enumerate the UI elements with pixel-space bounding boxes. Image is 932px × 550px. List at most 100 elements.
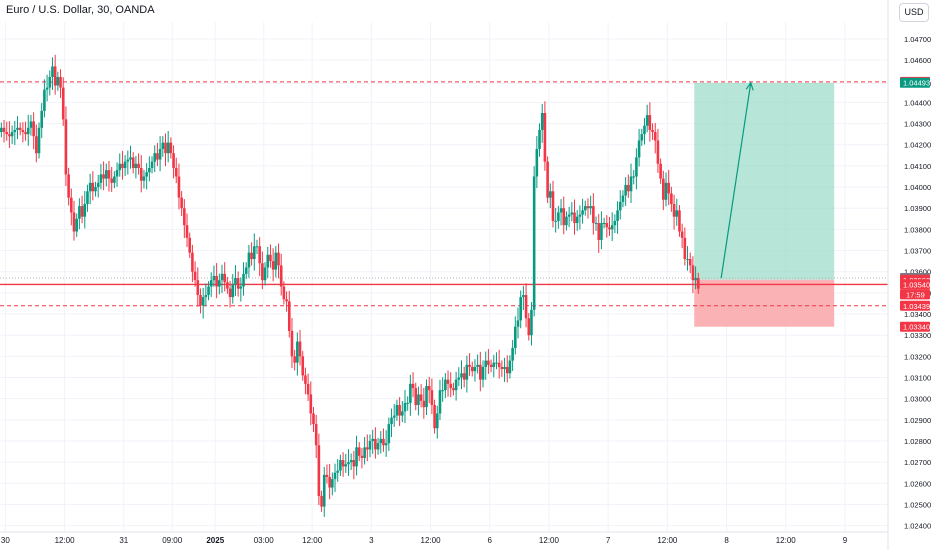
candle-body[interactable] <box>357 447 361 456</box>
candle-body[interactable] <box>75 218 78 232</box>
candle-body[interactable] <box>406 402 409 404</box>
candle-body[interactable] <box>514 326 517 348</box>
candle-body[interactable] <box>8 134 11 137</box>
target-arrow-line[interactable] <box>720 82 752 279</box>
candle-body[interactable] <box>339 460 342 471</box>
candle-body[interactable] <box>355 447 358 467</box>
candle-body[interactable] <box>13 129 17 133</box>
candle-body[interactable] <box>694 278 697 281</box>
candle-body[interactable] <box>223 273 226 283</box>
candle-body[interactable] <box>126 159 130 162</box>
candle-body[interactable] <box>129 157 132 160</box>
candle-body[interactable] <box>462 373 466 380</box>
candle-body[interactable] <box>371 438 374 442</box>
candle-body[interactable] <box>80 206 84 217</box>
candle-body[interactable] <box>683 237 687 260</box>
candle-body[interactable] <box>35 136 38 154</box>
candle-body[interactable] <box>161 142 165 149</box>
candle-body[interactable] <box>166 142 170 154</box>
candle-body[interactable] <box>586 206 590 209</box>
candle-body[interactable] <box>438 390 442 414</box>
candle-body[interactable] <box>96 182 100 188</box>
candle-body[interactable] <box>118 163 122 171</box>
candle-body[interactable] <box>212 275 216 281</box>
candle-body[interactable] <box>400 411 404 416</box>
candle-body[interactable] <box>387 424 391 444</box>
candle-body[interactable] <box>403 402 407 412</box>
candle-body[interactable] <box>320 496 323 507</box>
candle-body[interactable] <box>567 214 571 217</box>
candle-body[interactable] <box>578 214 582 217</box>
candle-body[interactable] <box>153 153 157 162</box>
candle-body[interactable] <box>139 168 143 181</box>
candle-body[interactable] <box>287 301 291 331</box>
candle-body[interactable] <box>26 127 30 135</box>
candle-body[interactable] <box>414 388 418 406</box>
candle-body[interactable] <box>309 394 313 414</box>
candle-body[interactable] <box>231 284 235 298</box>
candle-body[interactable] <box>422 400 426 408</box>
candle-body[interactable] <box>624 184 627 196</box>
candle-body[interactable] <box>317 445 321 497</box>
candle-body[interactable] <box>613 220 617 226</box>
candle-body[interactable] <box>662 178 665 200</box>
candle-body[interactable] <box>239 286 243 289</box>
candle-body[interactable] <box>610 225 614 230</box>
candle-body[interactable] <box>538 129 541 149</box>
candle-body[interactable] <box>503 366 506 370</box>
candle-body[interactable] <box>91 182 95 192</box>
loss-zone[interactable] <box>694 279 835 327</box>
candle-body[interactable] <box>678 210 681 232</box>
candle-body[interactable] <box>228 288 232 298</box>
candle-body[interactable] <box>29 121 33 128</box>
candle-body[interactable] <box>452 388 455 391</box>
candle-body[interactable] <box>185 225 189 238</box>
candle-body[interactable] <box>94 187 97 192</box>
candle-body[interactable] <box>201 297 205 306</box>
candle-body[interactable] <box>557 212 560 221</box>
candle-body[interactable] <box>2 127 6 133</box>
candle-body[interactable] <box>344 464 348 467</box>
candle-body[interactable] <box>543 112 547 162</box>
candle-body[interactable] <box>374 438 377 450</box>
candle-body[interactable] <box>427 385 431 391</box>
candle-body[interactable] <box>449 383 453 389</box>
candle-body[interactable] <box>174 168 178 177</box>
candle-body[interactable] <box>53 66 57 86</box>
candle-body[interactable] <box>495 362 498 364</box>
candle-body[interactable] <box>570 212 574 215</box>
candle-body[interactable] <box>500 366 504 370</box>
candle-body[interactable] <box>352 460 356 467</box>
candle-body[interactable] <box>290 330 294 357</box>
candle-body[interactable] <box>425 385 428 408</box>
candle-body[interactable] <box>532 176 536 310</box>
candle-body[interactable] <box>508 360 512 374</box>
candle-body[interactable] <box>45 87 49 90</box>
candle-body[interactable] <box>640 134 644 141</box>
candle-body[interactable] <box>220 273 224 281</box>
candle-body[interactable] <box>522 294 525 298</box>
candle-body[interactable] <box>444 379 447 391</box>
candle-body[interactable] <box>395 405 399 416</box>
candle-body[interactable] <box>328 476 331 488</box>
candle-body[interactable] <box>48 77 52 88</box>
candle-body[interactable] <box>635 157 638 177</box>
candle-body[interactable] <box>169 142 173 154</box>
candle-body[interactable] <box>430 390 434 406</box>
currency-button[interactable]: USD <box>899 3 929 22</box>
candle-body[interactable] <box>61 87 65 120</box>
candle-body[interactable] <box>322 474 326 507</box>
candle-body[interactable] <box>43 89 46 111</box>
candle-body[interactable] <box>236 278 240 289</box>
candle-body[interactable] <box>193 271 197 281</box>
candle-body[interactable] <box>279 265 283 287</box>
candle-body[interactable] <box>107 170 111 179</box>
candle-body[interactable] <box>255 246 259 248</box>
candle-body[interactable] <box>282 286 286 300</box>
candle-body[interactable] <box>616 210 619 221</box>
candle-body[interactable] <box>285 299 288 302</box>
candle-body[interactable] <box>511 347 514 361</box>
candle-body[interactable] <box>691 265 695 281</box>
candle-body[interactable] <box>600 223 603 240</box>
candle-body[interactable] <box>158 148 162 160</box>
